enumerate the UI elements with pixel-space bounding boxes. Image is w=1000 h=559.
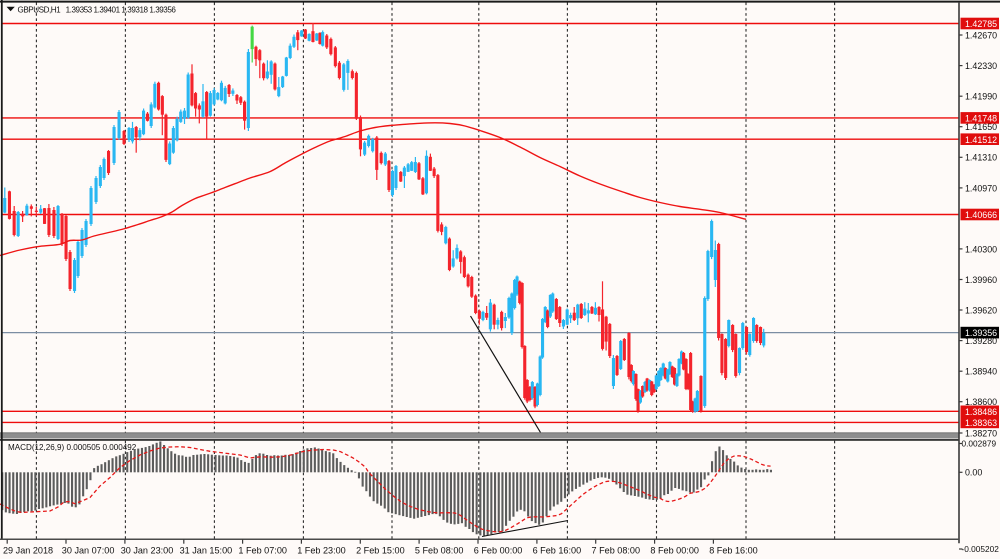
svg-text:GBPUSD,H1 1.39353 1.39401 1.: GBPUSD,H1 1.39353 1.39401 1.39318 1.3935… (18, 6, 177, 15)
svg-text:29 Jan 2018: 29 Jan 2018 (3, 545, 53, 555)
svg-text:1.41512: 1.41512 (965, 135, 997, 145)
svg-text:7 Feb 08:00: 7 Feb 08:00 (592, 545, 641, 555)
svg-text:1 Feb 23:00: 1 Feb 23:00 (297, 545, 346, 555)
svg-text:MACD(12,26,9) 0.000505 0.00049: MACD(12,26,9) 0.000505 0.000492 (8, 443, 137, 452)
svg-text:1.42785: 1.42785 (965, 19, 997, 29)
svg-text:6 Feb 00:00: 6 Feb 00:00 (474, 545, 523, 555)
svg-text:1.38363: 1.38363 (965, 418, 997, 428)
svg-text:1.41650: 1.41650 (965, 122, 997, 132)
svg-text:0.00: 0.00 (965, 468, 982, 478)
svg-text:8 Feb 00:00: 8 Feb 00:00 (650, 545, 699, 555)
svg-text:1.40970: 1.40970 (965, 183, 997, 193)
svg-text:1.42330: 1.42330 (965, 61, 997, 71)
svg-text:1.39960: 1.39960 (965, 275, 997, 285)
svg-text:1.41310: 1.41310 (965, 153, 997, 163)
svg-text:1.42670: 1.42670 (965, 30, 997, 40)
svg-text:1.39356: 1.39356 (965, 328, 997, 338)
svg-text:30 Jan 07:00: 30 Jan 07:00 (62, 545, 115, 555)
svg-text:1.41748: 1.41748 (965, 114, 997, 124)
svg-text:31 Jan 15:00: 31 Jan 15:00 (180, 545, 233, 555)
svg-text:1 Feb 07:00: 1 Feb 07:00 (238, 545, 287, 555)
svg-text:30 Jan 23:00: 30 Jan 23:00 (121, 545, 174, 555)
svg-text:1.40666: 1.40666 (965, 210, 997, 220)
svg-text:1.40300: 1.40300 (965, 244, 997, 254)
svg-text:0.002879: 0.002879 (962, 439, 997, 449)
svg-text:1.39620: 1.39620 (965, 305, 997, 315)
svg-text:1.38600: 1.38600 (965, 397, 997, 407)
svg-text:1.39280: 1.39280 (965, 336, 997, 346)
svg-text:1.38486: 1.38486 (965, 407, 997, 417)
svg-text:1.38270: 1.38270 (965, 428, 997, 438)
svg-text:2 Feb 15:00: 2 Feb 15:00 (356, 545, 405, 555)
svg-text:1.41990: 1.41990 (965, 92, 997, 102)
svg-text:6 Feb 16:00: 6 Feb 16:00 (533, 545, 582, 555)
svg-text:8 Feb 16:00: 8 Feb 16:00 (709, 545, 758, 555)
svg-text:-0.005202: -0.005202 (962, 544, 1000, 554)
svg-text:5 Feb 08:00: 5 Feb 08:00 (415, 545, 464, 555)
svg-text:1.38940: 1.38940 (965, 367, 997, 377)
